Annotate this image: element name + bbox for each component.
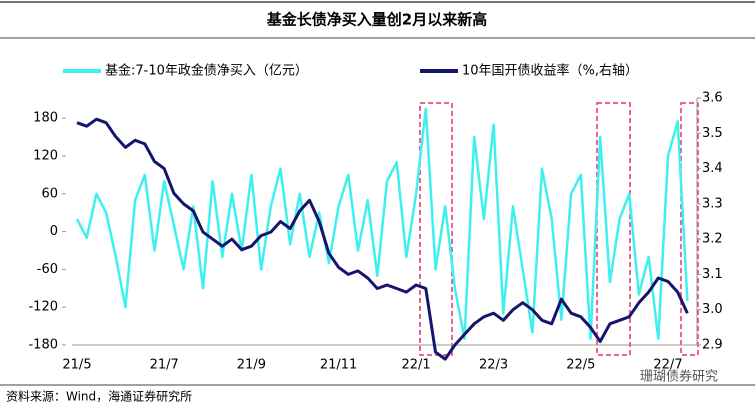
series-line [76,117,689,361]
series-line [75,107,689,340]
source: 资料来源：Wind，海通证券研究所 [6,389,192,404]
y2-tick-label: 3.2 [702,232,723,247]
x-tick-label: 21/7 [150,358,179,373]
y2-tick-label: 3.1 [702,267,723,282]
x-tick-label: 21/11 [320,358,357,373]
x-tick-label: 21/9 [237,358,266,373]
x-tick-label: 22/5 [566,358,595,373]
highlight-box [680,102,699,356]
legend-label: 10年国开债收益率（%,右轴） [462,63,638,79]
x-tick-label: 21/5 [62,358,91,373]
y-tick-label: 120 [33,148,58,163]
y-tick-label: -120 [28,300,58,315]
x-tick-label: 22/7 [653,358,682,373]
y-tick-label: -60 [37,262,58,277]
y2-tick-label: 3.6 [702,91,723,106]
y-tick-label: -180 [28,338,58,353]
y2-tick-label: 3.5 [702,126,723,141]
x-tick-label: 22/1 [401,358,430,373]
y-tick-label: 0 [50,224,58,239]
x-tick-label: 22/3 [479,358,508,373]
chart-title: 基金长债净买入量创2月以来新高 [266,11,487,29]
y2-tick-label: 3.0 [702,302,723,317]
highlight-box [419,102,453,356]
y2-tick-label: 3.4 [702,161,723,176]
y-tick-label: 180 [33,111,58,126]
watermark: 珊瑚债券研究 [640,369,718,385]
y2-tick-label: 3.3 [702,196,723,211]
legend-label: 基金:7-10年政金债净买入（亿元） [105,63,308,79]
y2-tick-label: 2.9 [702,338,723,353]
y-tick-label: 60 [41,186,58,201]
